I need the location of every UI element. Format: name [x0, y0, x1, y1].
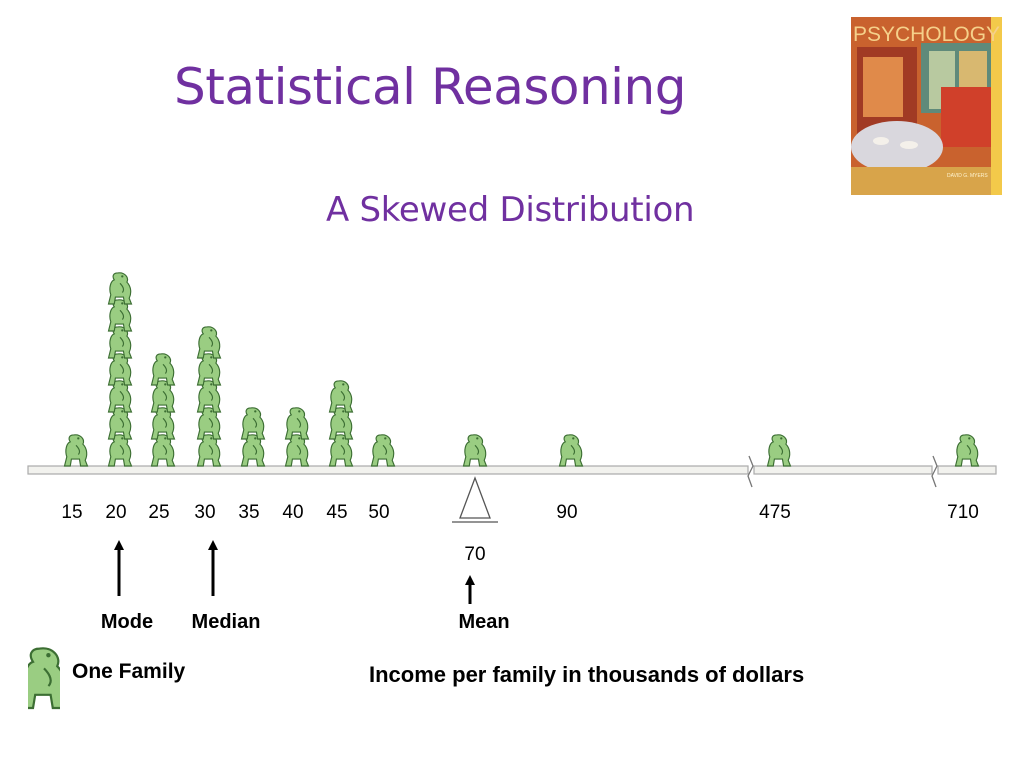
mode-arrow-head: [114, 540, 124, 550]
income-tick-label: 20: [105, 502, 127, 523]
family-figure-icon: [370, 434, 396, 467]
income-tick-label: 90: [556, 502, 578, 523]
family-figure-icon: [107, 299, 133, 332]
family-figure-icon: [328, 380, 354, 413]
family-figure-icon: [558, 434, 584, 467]
family-figure-icon: [196, 407, 222, 440]
family-figure-icon: [107, 326, 133, 359]
family-figure-icon: [150, 353, 176, 386]
median-label: Median: [191, 611, 261, 633]
book-title-text: PSYCHOLOGY: [853, 23, 1000, 46]
mean-value-label: 70: [464, 544, 486, 565]
income-tick-label: 710: [947, 502, 979, 523]
family-figure-icon: [107, 272, 133, 305]
axis-segment: [753, 465, 933, 475]
mean-fulcrum-triangle: [459, 476, 491, 519]
family-figure-icon: [196, 380, 222, 413]
family-figure-icon: [954, 434, 980, 467]
family-figure-icon: [196, 353, 222, 386]
psychology-book-cover-image: PSYCHOLOGY DAVID G. MYERS: [851, 17, 1002, 195]
family-figure-icon: [150, 380, 176, 413]
income-tick-label: 30: [194, 502, 216, 523]
mean-arrow-head: [465, 575, 475, 585]
income-tick-label: 45: [326, 502, 348, 523]
family-figure-legend-icon: [28, 647, 60, 710]
book-author-text: DAVID G. MYERS: [947, 173, 988, 179]
family-figure-icon: [284, 434, 310, 467]
family-figure-icon: [240, 407, 266, 440]
family-figure-icon: [766, 434, 792, 467]
family-figure-icon: [107, 380, 133, 413]
income-tick-label: 35: [238, 502, 260, 523]
axis-break-mark: [747, 455, 754, 488]
family-figure-icon: [107, 353, 133, 386]
family-figure-icon: [328, 434, 354, 467]
axis-segment: [937, 465, 997, 475]
family-figure-icon: [196, 434, 222, 467]
median-arrow-head: [208, 540, 218, 550]
income-tick-label: 475: [759, 502, 791, 523]
axis-break-mark: [931, 455, 938, 488]
mean-label: Mean: [458, 611, 510, 633]
slide-subtitle: A Skewed Distribution: [326, 190, 695, 230]
family-figure-icon: [462, 434, 488, 467]
legend-label: One Family: [72, 660, 186, 683]
family-figure-icon: [240, 434, 266, 467]
family-figure-icon: [328, 407, 354, 440]
family-figure-icon: [196, 326, 222, 359]
family-figure-icon: [150, 407, 176, 440]
income-tick-label: 25: [148, 502, 170, 523]
income-tick-label: 40: [282, 502, 304, 523]
family-figure-icon: [107, 434, 133, 467]
axis-segment: [27, 465, 749, 475]
family-figure-icon: [63, 434, 89, 467]
slide-title: Statistical Reasoning: [174, 58, 687, 116]
family-figure-icon: [28, 647, 60, 710]
axis-caption: Income per family in thousands of dollar…: [369, 662, 805, 687]
income-tick-label: 50: [368, 502, 390, 523]
mode-label: Mode: [100, 611, 154, 633]
family-figure-icon: [150, 434, 176, 467]
family-figure-icon: [284, 407, 310, 440]
income-tick-label: 15: [61, 502, 83, 523]
family-figure-icon: [107, 407, 133, 440]
